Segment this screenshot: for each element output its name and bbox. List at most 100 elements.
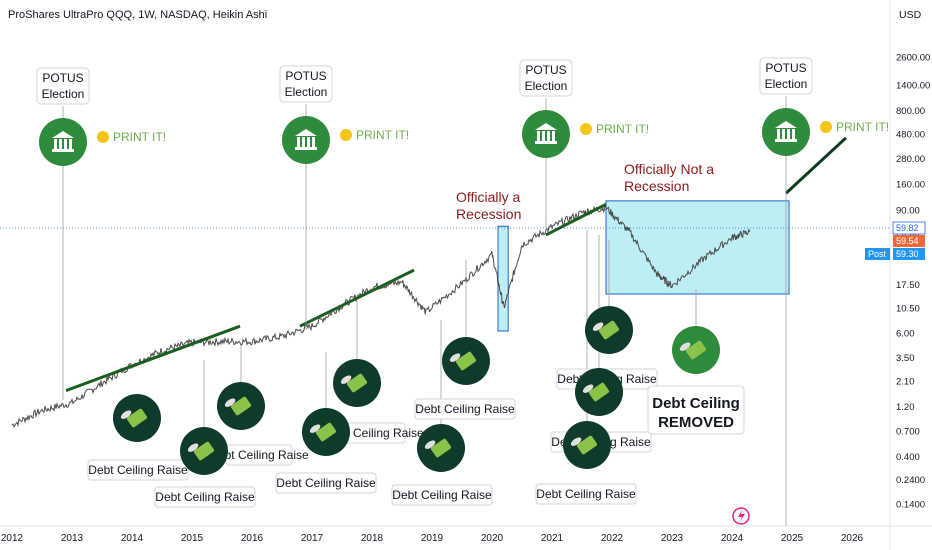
bill — [193, 441, 215, 461]
debt-ceiling-raise-label-0: Debt Ceiling Raise — [88, 463, 188, 477]
print-it-label-1: PRINT IT! — [356, 128, 409, 142]
potus-label-box-0 — [36, 67, 90, 105]
y-tick-label: 3.50 — [896, 353, 915, 364]
chart-title: ProShares UltraPro QQQ, 1W, NASDAQ, Heik… — [8, 9, 267, 21]
bank-column-0 — [777, 129, 780, 139]
bank-base — [535, 141, 557, 144]
current-price-label: 59.54 — [896, 236, 919, 246]
y-tick-label: 280.00 — [896, 154, 925, 165]
x-tick-label: 2014 — [121, 533, 144, 544]
bill — [230, 396, 252, 416]
bank-column-3 — [312, 137, 315, 147]
bill — [455, 351, 477, 371]
y-tick-label: 480.00 — [896, 129, 925, 140]
currency-label[interactable]: USD — [899, 9, 922, 21]
recession-annotation-line1: Officially a — [456, 189, 521, 205]
bill — [315, 422, 337, 442]
x-tick-label: 2025 — [781, 533, 804, 544]
y-tick-label: 0.2400 — [896, 475, 925, 486]
y-tick-label: 0.1400 — [896, 500, 925, 511]
x-tick-label: 2020 — [481, 533, 504, 544]
potus-label-line2-3: Election — [765, 77, 808, 91]
x-tick-label: 2019 — [421, 533, 444, 544]
wing — [570, 437, 582, 446]
bank-column-1 — [59, 139, 62, 149]
wing — [424, 440, 436, 449]
print-it-label-0: PRINT IT! — [113, 130, 166, 144]
wing — [187, 443, 199, 452]
bank-base — [775, 139, 797, 142]
wink-tongue-icon — [820, 121, 832, 133]
post-price-tag — [893, 248, 925, 260]
bill — [598, 320, 620, 340]
bank-column-2 — [787, 129, 790, 139]
bank-column-2 — [307, 137, 310, 147]
current-price-tag — [893, 235, 925, 247]
bank-icon — [52, 131, 74, 152]
money-with-wings-icon — [679, 340, 707, 360]
wing — [309, 424, 321, 433]
debt-label-box-3 — [275, 472, 377, 494]
bank-column-1 — [302, 137, 305, 147]
money-with-wings-icon — [340, 373, 368, 393]
bank-roof — [535, 123, 557, 130]
y-tick-label: 17.50 — [896, 280, 920, 291]
debt-label-box-0 — [87, 459, 189, 481]
x-tick-label: 2015 — [181, 533, 204, 544]
y-tick-label: 2.10 — [896, 376, 915, 387]
y-tick-label: 90.00 — [896, 206, 920, 217]
debt-ceiling-raise-label-9: Debt Ceiling Raise — [536, 487, 636, 501]
x-tick-label: 2023 — [661, 533, 684, 544]
bill — [430, 438, 452, 458]
bank-column-3 — [69, 139, 72, 149]
potus-circle-2 — [522, 110, 570, 158]
wing — [582, 384, 594, 393]
bank-column-3 — [552, 131, 555, 141]
bank-column-0 — [54, 139, 57, 149]
potus-label-box-3 — [759, 57, 813, 95]
bill — [126, 408, 148, 428]
debt-label-box-6 — [414, 398, 516, 420]
bank-icon — [295, 129, 317, 150]
last-price-tag — [892, 221, 926, 235]
trendline-1 — [299, 268, 415, 328]
trendline-3 — [784, 136, 848, 195]
debt-ceiling-raise-label-2: Debt Ceiling Raise — [209, 448, 309, 462]
potus-label-line2-1: Election — [285, 85, 328, 99]
money-with-wings-icon — [187, 441, 215, 461]
money-with-wings-icon — [309, 422, 337, 442]
wink-tongue-icon — [580, 123, 592, 135]
bank-icon — [775, 121, 797, 142]
wing — [340, 375, 352, 384]
money-with-wings-icon — [582, 382, 610, 402]
debt-ceiling-raise-label-5: Debt Ceiling Raise — [392, 488, 492, 502]
bill — [588, 382, 610, 402]
debt-ceiling-removed-box — [647, 385, 745, 435]
money-with-wings-icon — [449, 351, 477, 371]
debt-ceiling-raise-label-6: Debt Ceiling Raise — [415, 402, 515, 416]
debt-ceiling-raise-label-1: Debt Ceiling Raise — [155, 490, 255, 504]
wink-tongue-icon — [97, 131, 109, 143]
x-tick-label: 2012 — [1, 533, 24, 544]
x-tick-label: 2018 — [361, 533, 384, 544]
print-it-label-2: PRINT IT! — [596, 122, 649, 136]
bank-column-0 — [537, 131, 540, 141]
debt-label-box-1 — [154, 486, 256, 508]
post-tag — [865, 248, 890, 260]
potus-label-line2-2: Election — [525, 79, 568, 93]
y-tick-label: 0.700 — [896, 426, 920, 437]
bank-roof — [52, 131, 74, 138]
not-recession-annotation-line1: Officially Not a — [624, 161, 714, 177]
money-with-wings-icon — [570, 435, 598, 455]
debt-ceiling-removed-line1: Debt Ceiling — [652, 395, 740, 412]
bank-column-1 — [782, 129, 785, 139]
trendline-0 — [65, 324, 241, 393]
wing — [679, 342, 691, 351]
wing — [120, 410, 132, 419]
highlight-box-1 — [605, 200, 790, 295]
debt-ceiling-raise-label-3: Debt Ceiling Raise — [276, 476, 376, 490]
bank-roof — [775, 121, 797, 128]
x-tick-label: 2021 — [541, 533, 564, 544]
y-tick-label: 800.00 — [896, 106, 925, 117]
